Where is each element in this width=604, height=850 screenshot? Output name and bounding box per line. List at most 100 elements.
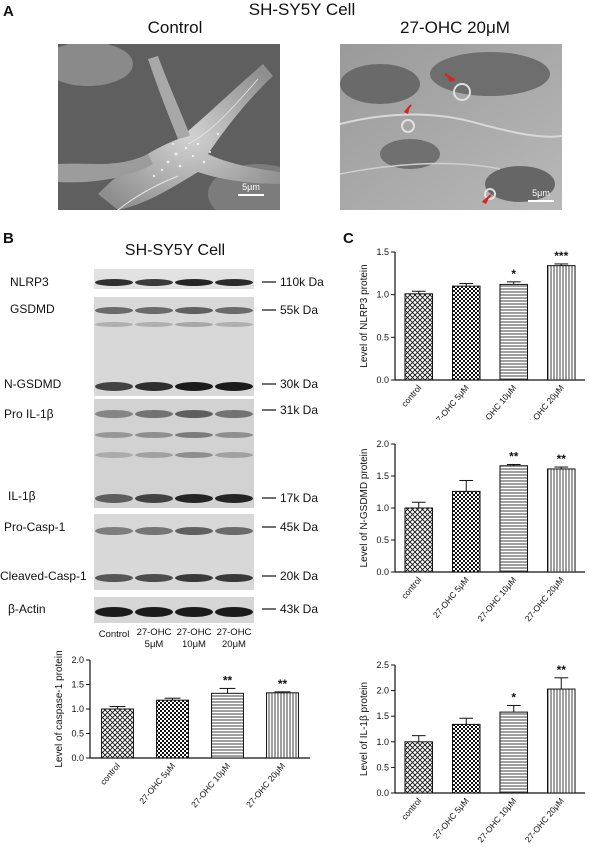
lane-label-2-line2: 5μM <box>145 639 164 650</box>
blot-band <box>95 279 133 286</box>
band-label-pro-il1b: Pro IL-1β <box>4 407 54 421</box>
blot-band <box>135 307 173 314</box>
panel-a-label: A <box>3 3 14 20</box>
significance-mark: * <box>511 690 516 704</box>
blot-band <box>95 574 133 582</box>
band-label-pro-casp1: Pro-Casp-1 <box>4 520 66 534</box>
blot-band <box>215 382 253 391</box>
band-label-n-gsdmd: N-GSDMD <box>4 377 62 391</box>
y-tick-label: 1.0 <box>376 503 389 513</box>
significance-mark: * <box>511 267 516 281</box>
bar <box>266 692 299 759</box>
bar <box>101 708 134 759</box>
bar <box>546 468 576 573</box>
lane-label-2-line1: 27-OHC <box>137 627 172 638</box>
chart-il1b: 0.0 0.5 1.0 1.5 2.0 2.5 Level of IL-1β protein… <box>359 660 585 844</box>
lane-label-1: Control <box>99 629 130 640</box>
y-axis-label: Level of N-GSDMD protein <box>359 449 370 568</box>
panel-c-label: C <box>343 230 354 247</box>
x-tick-label: control <box>399 796 423 822</box>
x-tick-label: control <box>399 575 423 601</box>
y-tick-label: 1.0 <box>376 290 389 300</box>
x-tick-label: 27-OHC 20μM <box>244 761 287 810</box>
blot-band <box>135 279 173 286</box>
blot-band <box>135 432 173 438</box>
band-size-nlrp3: 110k Da <box>280 275 324 289</box>
band-size-pro-casp1: 45k Da <box>280 520 318 534</box>
panel-a-control-label: Control <box>147 18 203 37</box>
band-size-il1b: 17k Da <box>280 491 318 505</box>
blot-band <box>175 494 213 503</box>
bar <box>156 699 189 759</box>
blot-band <box>215 279 253 286</box>
chart-nlrp3: 0.0 0.5 1.0 1.5 Level of NLRP3 protein contro… <box>359 247 585 420</box>
blot-band <box>135 527 173 535</box>
bar <box>404 507 434 573</box>
blot-band <box>215 607 253 617</box>
y-tick-label: 2.5 <box>376 660 389 670</box>
bar <box>499 283 529 381</box>
lane-label-4-line2: 20μM <box>222 639 246 650</box>
blot-band <box>95 494 133 503</box>
bar <box>404 293 434 381</box>
y-tick-label: 2.0 <box>376 686 389 696</box>
blot-band <box>95 382 133 391</box>
significance-mark: ** <box>278 677 288 691</box>
red-arrow-icon <box>404 73 492 204</box>
y-tick-label: 0.0 <box>376 788 389 798</box>
significance-mark: ** <box>223 673 233 687</box>
blot-band <box>175 279 213 286</box>
blot-band <box>215 494 253 503</box>
y-tick-label: 0.0 <box>376 567 389 577</box>
bar <box>499 711 529 794</box>
significance-mark: ** <box>509 449 519 463</box>
band-size-pro-il1b: 31k Da <box>280 403 318 417</box>
significance-mark: ** <box>557 452 567 466</box>
scale-bar-label-right: 5μm <box>532 188 550 198</box>
blot-band <box>175 382 213 391</box>
y-axis-label: Level of NLRP3 protein <box>359 264 370 367</box>
panel-a-title: SH-SY5Y Cell <box>248 0 356 19</box>
x-tick-label: 27-OHC 10μM <box>475 575 518 624</box>
x-tick-label: control <box>98 761 122 787</box>
y-tick-label: 1.5 <box>376 711 389 721</box>
y-tick-label: 0.5 <box>376 762 389 772</box>
y-tick-label: 0.5 <box>71 729 84 739</box>
significance-mark: ** <box>557 663 567 677</box>
x-tick-label: 27-OHC 10μM <box>475 383 518 420</box>
band-label-cleaved-casp1: Cleaved-Casp-1 <box>0 569 87 583</box>
x-tick-label: 27-OHC 5μM <box>431 796 471 841</box>
blot-band <box>95 527 133 535</box>
blot-band <box>175 432 213 438</box>
blot-band <box>95 307 133 314</box>
blot-band <box>215 307 253 314</box>
band-size-cleaved-casp1: 20k Da <box>280 569 318 583</box>
panel-b-label: B <box>3 230 14 247</box>
bar <box>211 692 244 759</box>
bar <box>451 285 481 381</box>
bar <box>546 265 576 381</box>
sem-image-treated: 5μm <box>340 44 562 210</box>
blot-band <box>175 527 213 535</box>
lane-label-3-line1: 27-OHC <box>177 627 212 638</box>
band-label-gsdmd: GSDMD <box>10 302 55 316</box>
scale-bar-label-left: 5μm <box>242 182 260 192</box>
y-tick-label: 1.5 <box>71 680 84 690</box>
blot-band <box>135 452 173 458</box>
blot-band <box>215 574 253 582</box>
significance-mark: *** <box>554 249 568 263</box>
panel-b-title: SH-SY5Y Cell <box>124 242 226 259</box>
band-label-nlrp3: NLRP3 <box>10 275 49 289</box>
blot-band <box>175 307 213 314</box>
y-tick-label: 1.5 <box>376 247 389 257</box>
x-tick-label: 27-OHC 20μM <box>523 383 566 420</box>
bar <box>451 723 481 794</box>
lane-label-3-line2: 10μM <box>182 639 206 650</box>
y-tick-label: 0.5 <box>376 535 389 545</box>
blot-band <box>175 410 213 418</box>
band-label-il1b: IL-1β <box>8 489 36 503</box>
blot-band <box>215 452 253 458</box>
blot-band <box>135 494 173 503</box>
y-tick-label: 1.0 <box>376 737 389 747</box>
y-tick-label: 0.0 <box>71 753 84 763</box>
